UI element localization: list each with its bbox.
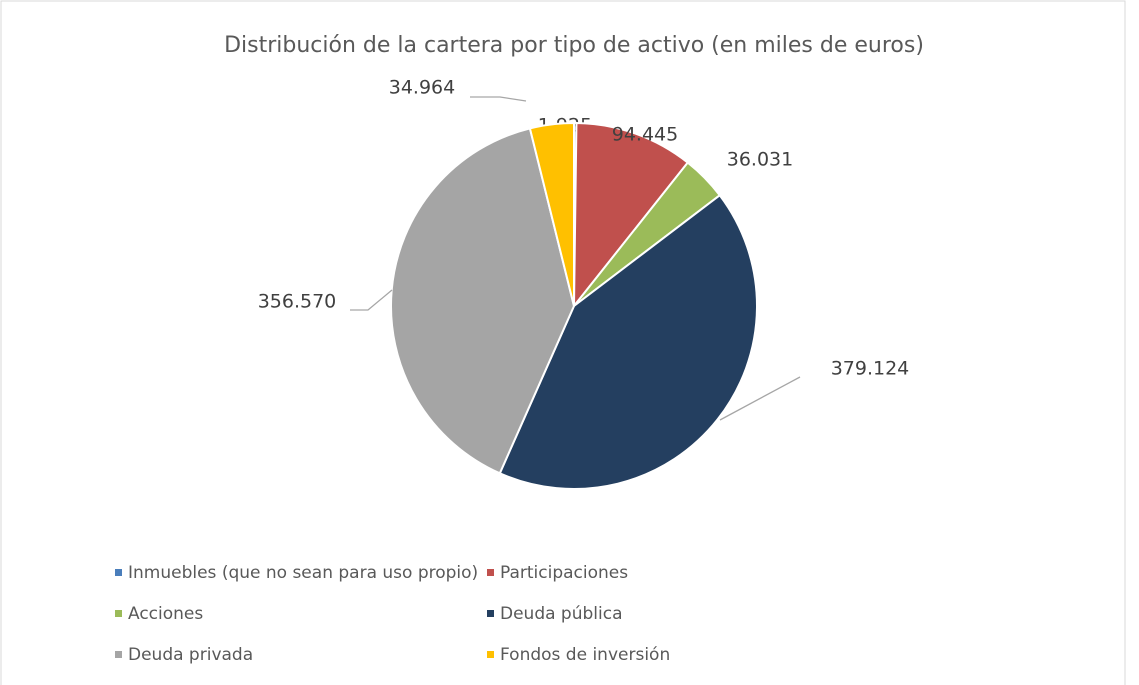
legend-label: Participaciones [500,563,628,583]
legend-label: Deuda privada [128,645,253,665]
legend-swatch [487,651,494,658]
pie-slice [572,122,690,309]
chart-title: Distribución de la cartera por tipo de a… [224,33,924,58]
data-label: 356.570 [258,291,337,313]
legend-swatch [115,610,122,617]
legend-label: Acciones [128,604,203,624]
pie-slice [528,121,575,307]
data-label: 34.964 [389,77,455,99]
legend-swatch [487,569,494,576]
leader-line [470,96,527,102]
leader-line [350,289,393,311]
pie-slice [498,193,758,490]
legend-label: Inmuebles (que no sean para uso propio) [128,563,478,583]
leader-line [719,376,801,421]
legend-label: Fondos de inversión [500,645,670,665]
data-label: 379.124 [831,358,910,380]
legend-swatch [487,610,494,617]
data-label: 94.445 [612,124,678,146]
legend-swatch [115,569,122,576]
legend-swatch [115,651,122,658]
legend-label: Deuda pública [500,604,623,624]
data-label: 36.031 [727,149,793,171]
